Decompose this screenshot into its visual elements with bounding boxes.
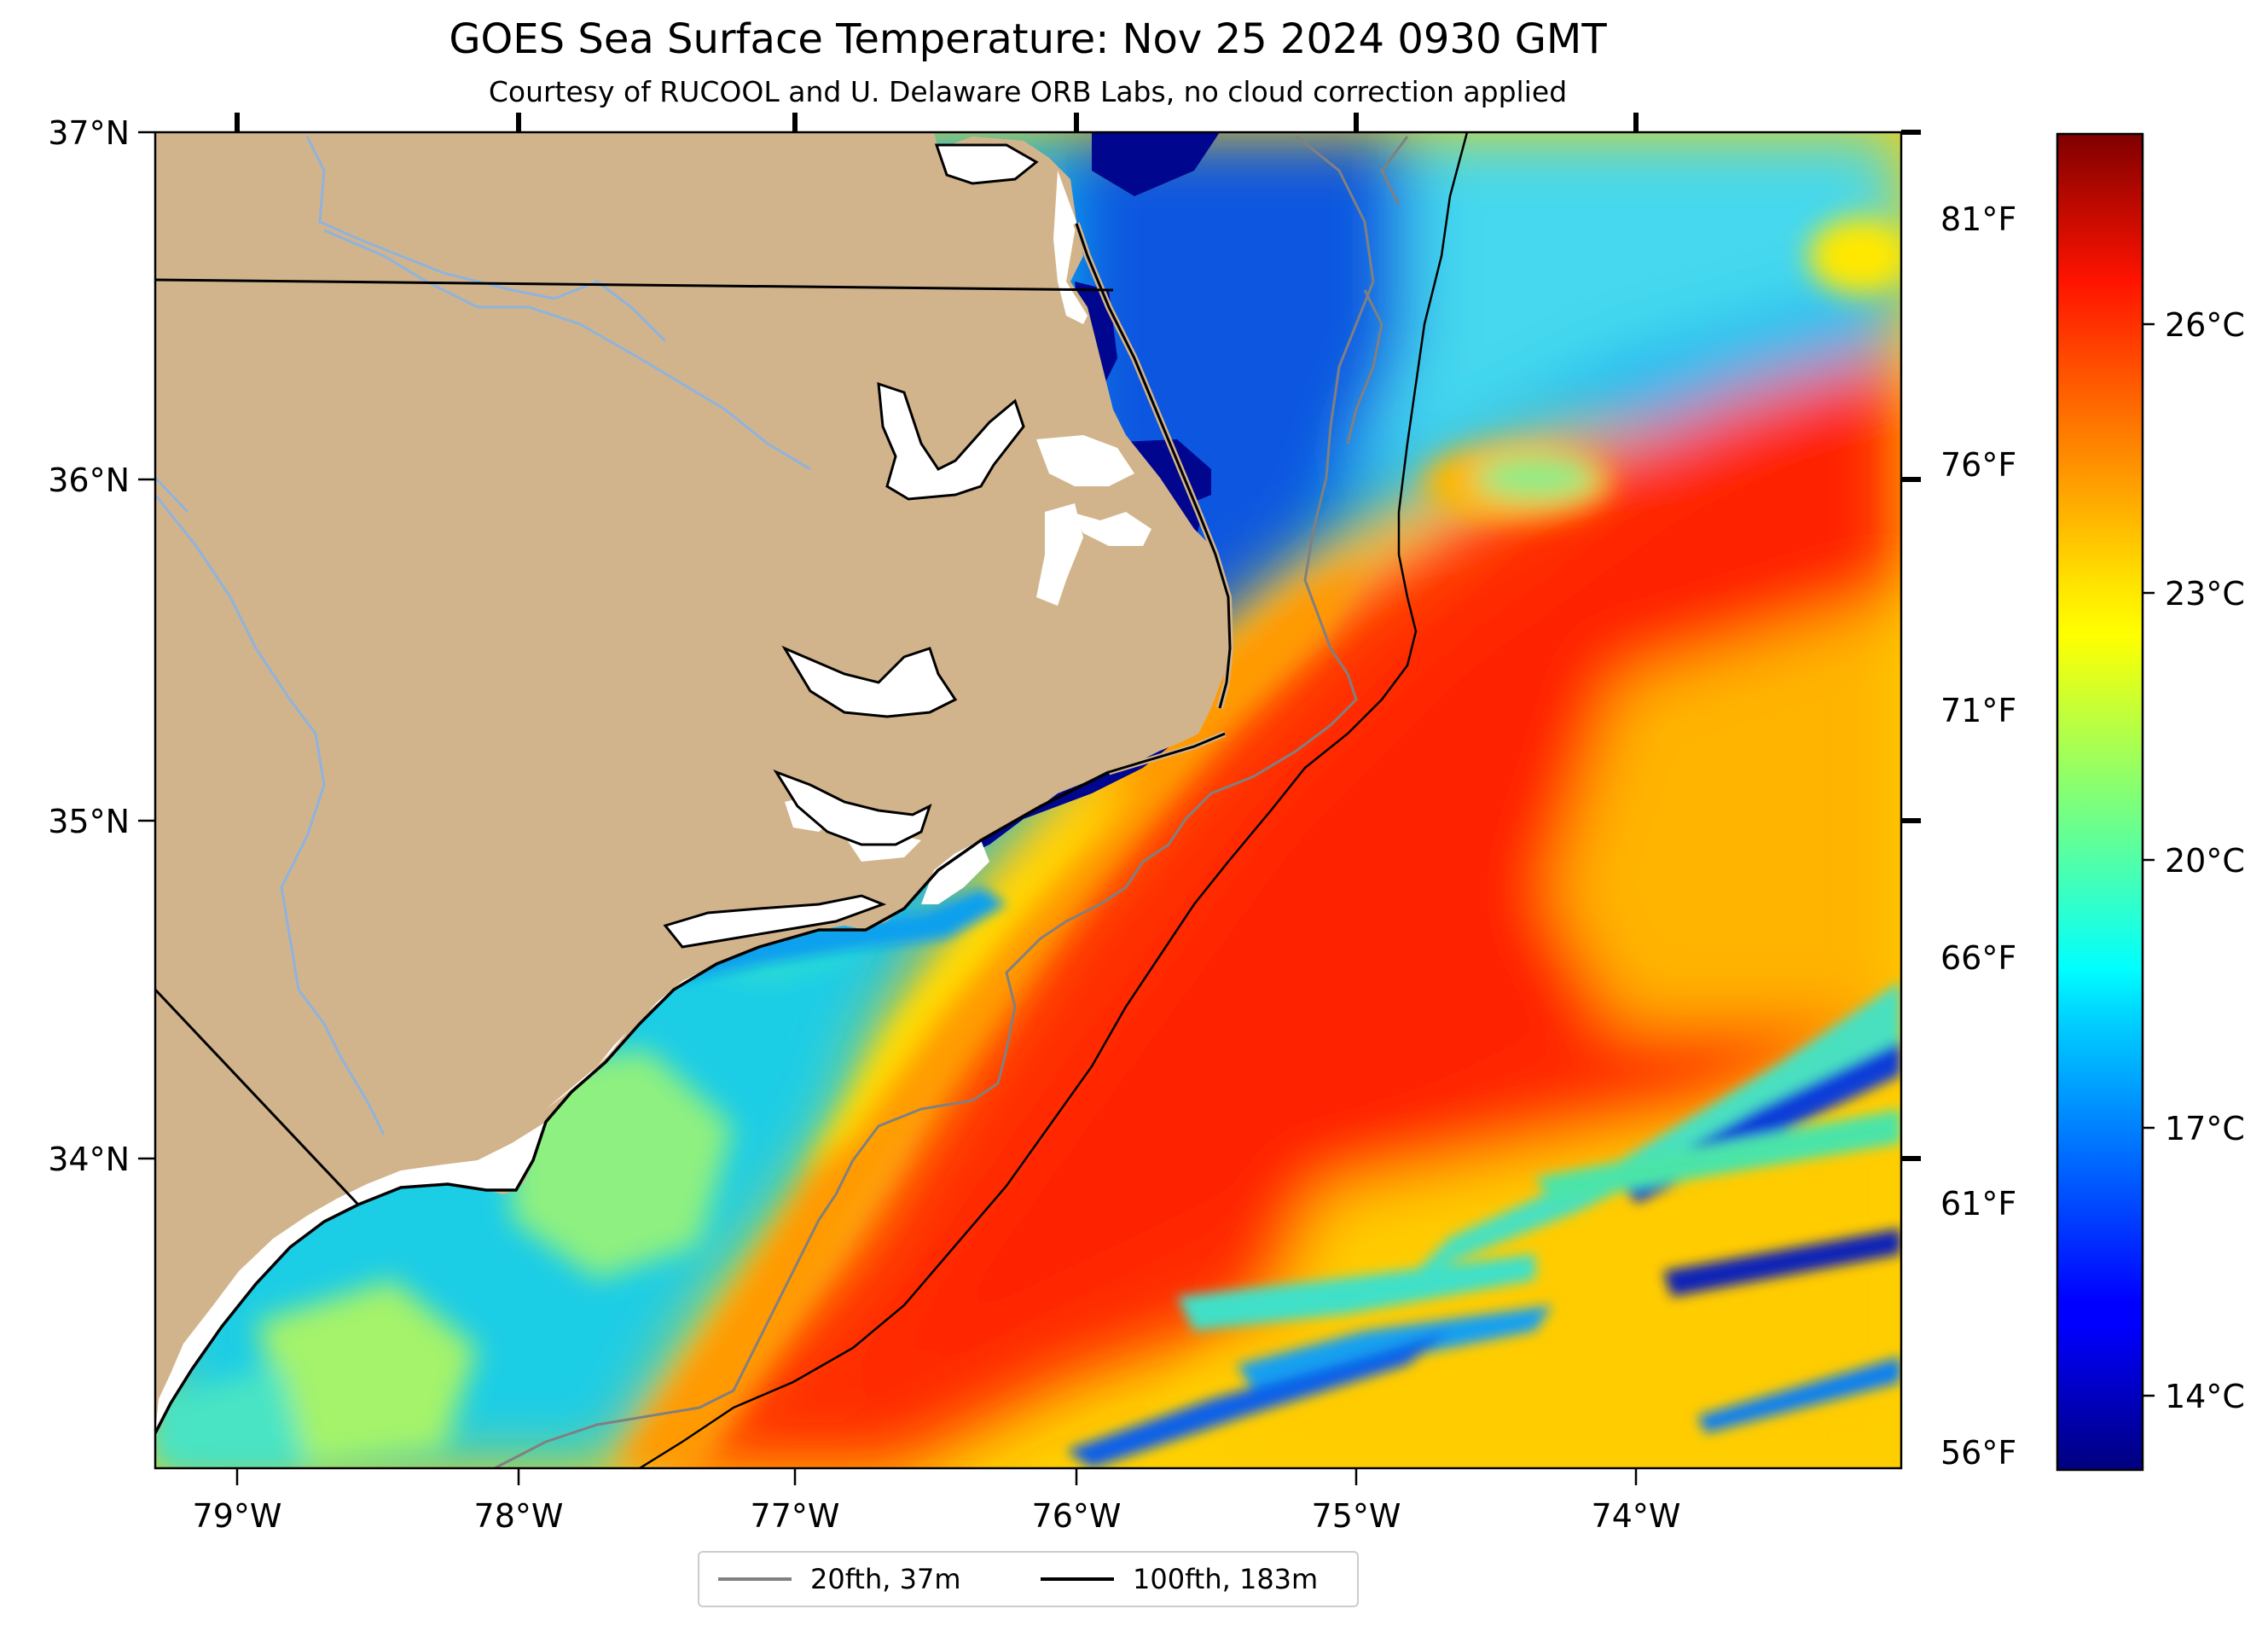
c-label-26: 26°C	[2165, 306, 2245, 344]
lat-labels: 37°N 36°N 35°N 34°N	[48, 114, 130, 1178]
fahrenheit-labels: 81°F 76°F 71°F 66°F 61°F 56°F	[1940, 200, 2016, 1472]
lon-label-76: 76°W	[1032, 1497, 1122, 1535]
lat-label-35: 35°N	[48, 803, 130, 840]
colorbar: 26°C 23°C 20°C 17°C 14°C	[2056, 132, 2245, 1472]
f-label-76: 76°F	[1940, 446, 2016, 484]
lon-labels: 79°W 78°W 77°W 76°W 75°W 74°W	[193, 1497, 1681, 1535]
land-mass	[155, 132, 1234, 1434]
f-label-66: 66°F	[1940, 939, 2016, 977]
lat-label-37: 37°N	[48, 114, 130, 152]
lon-label-77: 77°W	[751, 1497, 840, 1535]
f-label-61: 61°F	[1940, 1185, 2016, 1223]
legend-item-20fth: 20fth, 37m	[718, 1553, 960, 1606]
contour-legend: 20fth, 37m 100fth, 183m	[698, 1551, 1359, 1607]
lon-label-75: 75°W	[1312, 1497, 1401, 1535]
f-label-71: 71°F	[1940, 692, 2016, 729]
c-label-23: 23°C	[2165, 575, 2245, 613]
f-label-81: 81°F	[1940, 200, 2016, 238]
legend-gray-line-icon	[718, 1577, 792, 1581]
lat-label-36: 36°N	[48, 462, 130, 499]
c-label-20: 20°C	[2165, 842, 2245, 880]
lon-label-78: 78°W	[474, 1497, 564, 1535]
legend-item-100fth: 100fth, 183m	[1041, 1553, 1318, 1606]
lat-label-34: 34°N	[48, 1141, 130, 1178]
legend-label-100fth: 100fth, 183m	[1133, 1563, 1319, 1595]
bathymetry-contours	[494, 132, 1469, 1468]
lon-ticks	[235, 113, 1639, 1485]
legend-black-line-icon	[1041, 1577, 1114, 1581]
map-subtitle: Courtesy of RUCOOL and U. Delaware ORB L…	[488, 75, 1568, 108]
colorbar-gradient	[2056, 132, 2144, 1472]
f-label-56: 56°F	[1940, 1434, 2016, 1472]
lat-ticks	[138, 130, 1921, 1161]
plot-frame	[154, 131, 1903, 1470]
lon-label-74: 74°W	[1592, 1497, 1681, 1535]
c-label-14: 14°C	[2165, 1378, 2245, 1415]
legend-label-20fth: 20fth, 37m	[810, 1563, 961, 1595]
map-title: GOES Sea Surface Temperature: Nov 25 202…	[449, 15, 1607, 63]
c-label-17: 17°C	[2165, 1110, 2245, 1147]
lon-label-79: 79°W	[193, 1497, 282, 1535]
